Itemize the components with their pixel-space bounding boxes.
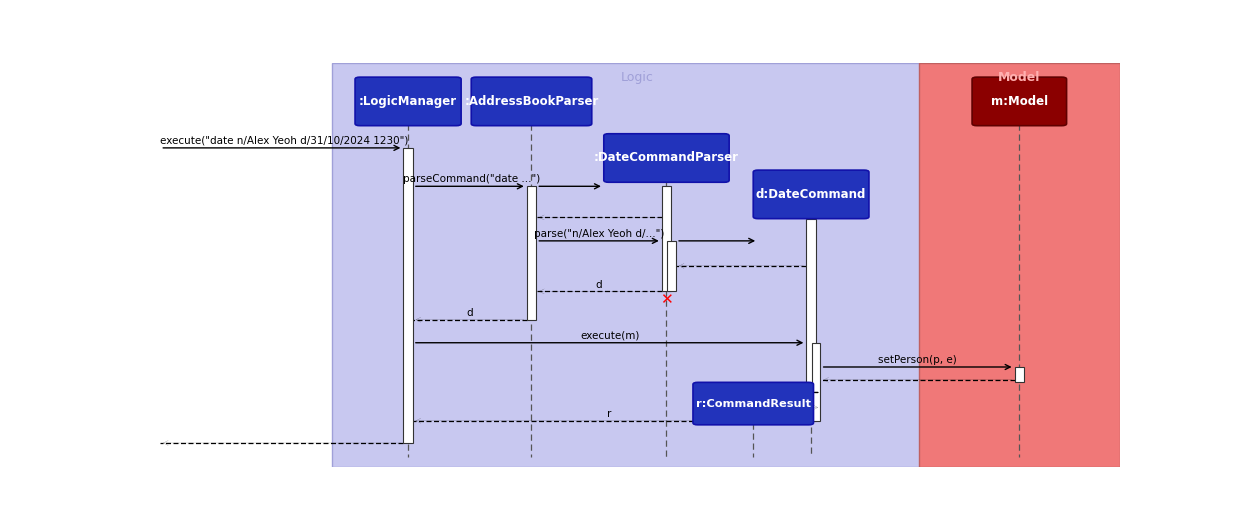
Text: :AddressBookParser: :AddressBookParser	[464, 95, 598, 108]
Bar	[403, 148, 413, 443]
Text: d: d	[466, 308, 473, 318]
Text: parse("n/Alex Yeoh d/..."): parse("n/Alex Yeoh d/...")	[534, 229, 664, 239]
Bar	[811, 343, 820, 421]
Text: :LogicManager: :LogicManager	[360, 95, 457, 108]
FancyBboxPatch shape	[693, 382, 814, 425]
Bar	[806, 218, 816, 421]
Text: Logic: Logic	[621, 71, 654, 83]
Bar	[1015, 367, 1024, 382]
Bar	[526, 186, 536, 320]
Text: d:DateCommand: d:DateCommand	[756, 188, 866, 201]
Text: execute(m): execute(m)	[580, 331, 639, 341]
FancyBboxPatch shape	[603, 134, 729, 182]
Text: ✕: ✕	[661, 292, 673, 307]
FancyBboxPatch shape	[355, 77, 462, 125]
Text: parseCommand("date ..."): parseCommand("date ...")	[403, 174, 540, 184]
Text: m:Model: m:Model	[990, 95, 1047, 108]
Text: d: d	[596, 279, 602, 289]
Text: r: r	[607, 409, 612, 419]
Text: r:CommandResult: r:CommandResult	[695, 398, 811, 408]
Text: :DateCommandParser: :DateCommandParser	[593, 152, 739, 164]
Bar	[667, 241, 675, 291]
Text: execute("date n/Alex Yeoh d/31/10/2024 1230"): execute("date n/Alex Yeoh d/31/10/2024 1…	[160, 135, 409, 145]
Bar	[662, 186, 672, 291]
FancyBboxPatch shape	[754, 170, 868, 218]
Bar	[332, 63, 942, 467]
FancyBboxPatch shape	[972, 77, 1066, 125]
Text: setPerson(p, e): setPerson(p, e)	[878, 355, 957, 365]
Bar	[749, 415, 758, 423]
Bar	[919, 63, 1120, 467]
FancyBboxPatch shape	[471, 77, 592, 125]
Text: Model: Model	[998, 71, 1040, 83]
